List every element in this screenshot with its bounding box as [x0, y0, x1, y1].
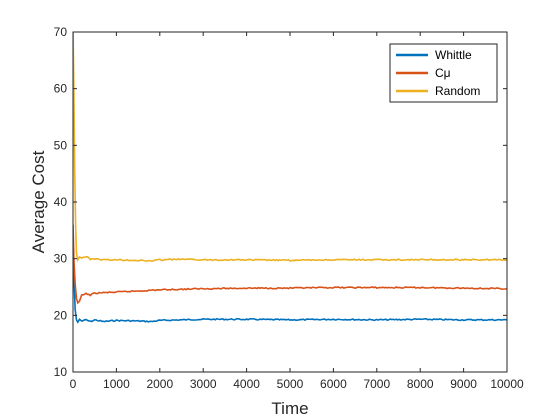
x-tick-label: 9000: [450, 377, 477, 391]
y-tick-label: 70: [54, 25, 68, 39]
x-tick-label: 4000: [233, 377, 260, 391]
series-line-random: [73, 32, 507, 262]
legend-label: Cμ: [435, 66, 451, 80]
x-tick-label: 6000: [320, 377, 347, 391]
x-tick-label: 8000: [407, 377, 434, 391]
y-tick-label: 60: [54, 82, 68, 96]
x-tick-label: 1000: [103, 377, 130, 391]
series-line-c-: [73, 224, 507, 305]
x-tick-label: 3000: [190, 377, 217, 391]
legend-label: Random: [435, 84, 480, 98]
legend-label: Whittle: [435, 48, 472, 62]
y-tick-label: 50: [54, 138, 68, 152]
axis-ticks: 0 1000 2000 3000 4000 5000 6000 7000 8000 9000 100…: [54, 25, 524, 391]
y-axis-label: Average Cost: [29, 150, 48, 253]
series-layer: [73, 32, 507, 324]
y-tick-label: 20: [54, 308, 68, 322]
x-tick-label: 0: [70, 377, 77, 391]
y-tick-label: 30: [54, 252, 68, 266]
x-tick-label: 5000: [277, 377, 304, 391]
x-tick-label: 2000: [146, 377, 173, 391]
x-tick-label: 10000: [490, 377, 524, 391]
series-line-whittle: [73, 241, 507, 324]
x-axis-label: Time: [271, 399, 308, 418]
x-tick-label: 7000: [363, 377, 390, 391]
y-tick-label: 10: [54, 365, 68, 379]
y-tick-label: 40: [54, 195, 68, 209]
legend: Whittle Cμ Random: [389, 43, 498, 103]
